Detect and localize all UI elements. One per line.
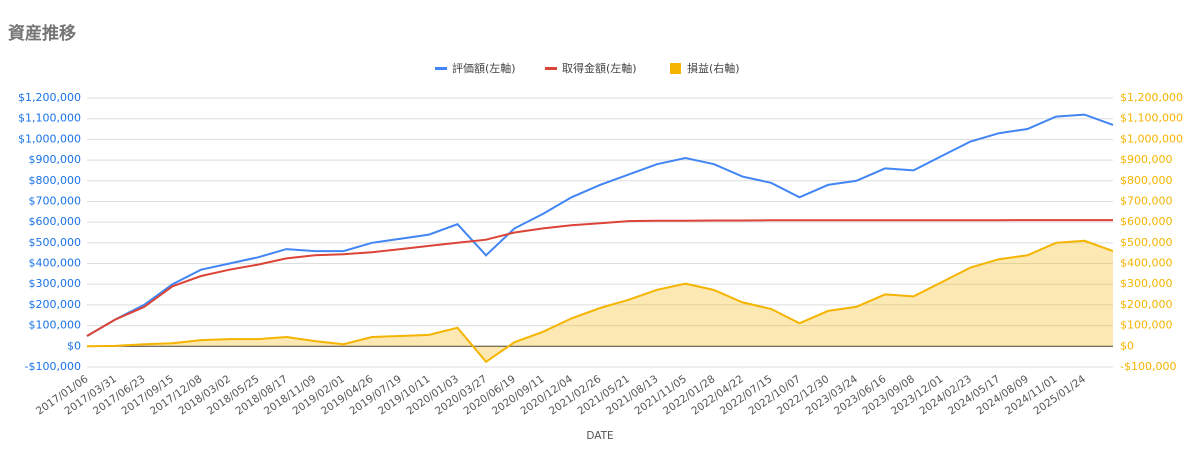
y-tick-label: $500,000 <box>29 236 82 249</box>
chart-title: 資産推移 <box>8 23 76 44</box>
y2-tick-label: $500,000 <box>1120 236 1173 249</box>
y2-tick-label: $100,000 <box>1120 319 1173 332</box>
y-tick-label: $100,000 <box>29 319 82 332</box>
y-tick-label: $200,000 <box>29 298 82 311</box>
y-tick-label: $300,000 <box>29 277 82 290</box>
x-axis-label: DATE <box>586 430 613 442</box>
y2-tick-label: $700,000 <box>1120 194 1173 207</box>
legend-swatch <box>670 63 681 74</box>
line <box>86 219 1113 337</box>
y2-tick-label: -$100,000 <box>1120 360 1176 373</box>
y2-tick-label: $1,200,000 <box>1120 91 1183 104</box>
y-tick-label: $0 <box>67 339 81 352</box>
area <box>87 240 1113 362</box>
y2-tick-label: $1,100,000 <box>1120 112 1183 125</box>
y-tick-label: $1,000,000 <box>18 132 81 145</box>
y-tick-label: $1,200,000 <box>18 91 81 104</box>
y-tick-label: $1,100,000 <box>18 112 81 125</box>
y2-tick-label: $1,000,000 <box>1120 132 1183 145</box>
y2-tick-label: $200,000 <box>1120 298 1173 311</box>
y-tick-label: $900,000 <box>29 153 82 166</box>
legend-label: 取得金額(左軸) <box>562 61 637 75</box>
line <box>86 239 1114 364</box>
y-tick-label: $400,000 <box>29 257 82 270</box>
line <box>86 113 1114 337</box>
y2-tick-label: $600,000 <box>1120 215 1173 228</box>
y2-tick-label: $400,000 <box>1120 257 1173 270</box>
legend-label: 損益(右軸) <box>687 61 740 75</box>
y-tick-label: $800,000 <box>29 174 82 187</box>
y2-tick-label: $300,000 <box>1120 277 1173 290</box>
y-tick-label: $600,000 <box>29 215 82 228</box>
y2-tick-label: $900,000 <box>1120 153 1173 166</box>
y2-tick-label: $800,000 <box>1120 174 1173 187</box>
y-tick-label: $700,000 <box>29 194 82 207</box>
y-tick-label: -$100,000 <box>25 360 81 373</box>
legend-label: 評価額(左軸) <box>452 61 516 75</box>
y2-tick-label: $0 <box>1120 339 1134 352</box>
